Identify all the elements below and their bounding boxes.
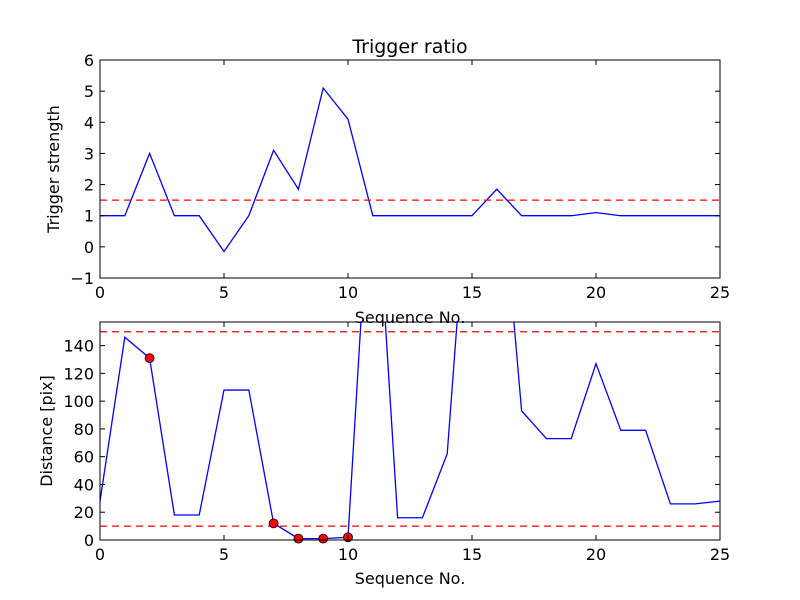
- y-tick-label: 5: [84, 82, 94, 101]
- y-tick-label: 6: [84, 51, 94, 70]
- x-tick-label: 25: [710, 545, 730, 564]
- y-tick-label: −1: [70, 269, 94, 288]
- y-tick-label: 40: [74, 475, 94, 494]
- data-point-marker: [268, 518, 279, 529]
- y-tick-label: 80: [74, 420, 94, 439]
- x-tick-label: 20: [586, 283, 606, 302]
- x-axis-label: Sequence No.: [355, 569, 466, 588]
- series-line-0: [100, 322, 720, 540]
- y-tick-label: 0: [84, 531, 94, 550]
- axes-frame: [99, 59, 721, 279]
- x-tick-label: 10: [338, 283, 358, 302]
- y-tick-label: 1: [84, 207, 94, 226]
- y-tick-label: 0: [84, 238, 94, 257]
- x-tick-label: 20: [586, 545, 606, 564]
- x-tick-label: 5: [219, 545, 229, 564]
- x-axis-label: Sequence No.: [355, 308, 466, 327]
- data-point-marker: [293, 533, 304, 544]
- x-tick-label: 15: [462, 545, 482, 564]
- y-axis-label: Trigger strength: [44, 105, 63, 234]
- x-tick-label: 0: [95, 545, 105, 564]
- data-point-marker: [318, 533, 329, 544]
- plot-clip: [100, 86, 720, 253]
- y-tick-label: 120: [63, 364, 94, 383]
- plot-clip: [100, 322, 720, 540]
- y-tick-label: 4: [84, 113, 94, 132]
- y-tick-label: 3: [84, 144, 94, 163]
- y-tick-label: 2: [84, 176, 94, 195]
- y-tick-label: 100: [63, 392, 94, 411]
- y-axis-label: Distance [pix]: [37, 375, 56, 487]
- data-point-marker: [144, 353, 155, 364]
- x-tick-label: 25: [710, 283, 730, 302]
- x-tick-label: 5: [219, 283, 229, 302]
- trigger-ratio-chart: Trigger ratio Sequence No. Trigger stren…: [44, 36, 730, 327]
- plot-area: 0 5 10 15 20 25 0 20 40 60 80 100 120 140: [63, 321, 730, 564]
- axes-frame: [99, 321, 721, 541]
- y-tick-label: 140: [63, 337, 94, 356]
- x-tick-label: 0: [95, 283, 105, 302]
- x-tick-label: 10: [338, 545, 358, 564]
- distance-chart: Sequence No. Distance [pix] 0 5 10 15 20 25 0 2…: [37, 321, 730, 588]
- series-line-0: [100, 86, 720, 253]
- x-tick-label: 15: [462, 283, 482, 302]
- y-tick-label: 60: [74, 448, 94, 467]
- y-tick-label: 20: [74, 503, 94, 522]
- chart-title: Trigger ratio: [351, 36, 467, 58]
